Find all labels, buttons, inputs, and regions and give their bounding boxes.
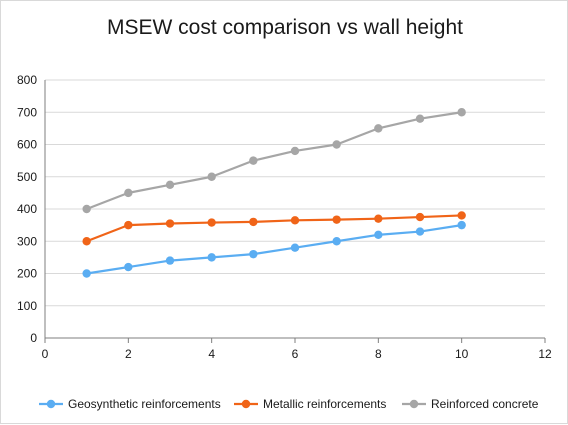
data-point	[290, 243, 300, 252]
data-point	[457, 220, 466, 230]
chart-title: MSEW cost comparison vs wall height	[107, 16, 463, 39]
series-points	[82, 108, 466, 278]
y-tick-label: 700	[17, 105, 37, 119]
data-point	[415, 227, 425, 236]
data-point	[249, 156, 258, 165]
y-tick-label: 100	[17, 299, 37, 313]
data-point	[124, 262, 133, 272]
data-point	[332, 215, 341, 224]
y-tick-label: 500	[17, 170, 37, 184]
data-point	[207, 253, 216, 262]
data-point	[207, 172, 216, 181]
y-tick-label: 800	[17, 73, 37, 87]
x-tick-label: 2	[125, 347, 132, 361]
data-point	[165, 256, 175, 265]
legend-marker-1	[241, 399, 251, 409]
data-point	[415, 212, 425, 222]
y-tick-label: 600	[17, 138, 37, 152]
y-tick-label: 0	[30, 331, 37, 345]
grid-lines	[45, 79, 545, 307]
data-point	[82, 204, 91, 214]
data-point	[290, 146, 300, 156]
data-point	[165, 180, 175, 190]
data-point	[249, 217, 258, 227]
y-tick-label: 300	[17, 234, 37, 248]
data-point	[374, 124, 383, 133]
legend-marker-2	[409, 399, 419, 409]
data-point	[124, 188, 133, 198]
y-tick-label: 400	[17, 202, 37, 216]
legend-label: Metallic reinforcements	[263, 397, 386, 411]
series-lines	[86, 111, 462, 275]
legend-label: Geosynthetic reinforcements	[68, 397, 221, 411]
data-point	[290, 216, 300, 225]
series-line-0	[86, 224, 462, 275]
y-tick-label: 200	[17, 267, 37, 281]
data-point	[82, 269, 91, 278]
legend-label: Reinforced concrete	[431, 397, 539, 411]
y-axis-ticks: 0 100 200 300 400 500 600 700 800	[17, 73, 37, 345]
data-point	[82, 237, 91, 246]
data-point	[332, 237, 341, 246]
x-tick-label: 6	[292, 347, 299, 361]
data-point	[374, 230, 383, 239]
x-tick-label: 12	[538, 347, 552, 361]
x-tick-label: 8	[375, 347, 382, 361]
x-tick-label: 0	[42, 347, 49, 361]
data-point	[457, 108, 466, 117]
x-tick-label: 4	[208, 347, 215, 361]
legend-marker-0	[46, 399, 56, 409]
data-point	[457, 211, 466, 220]
data-point	[249, 249, 258, 259]
x-tick-label: 10	[455, 347, 469, 361]
series-line-2	[86, 111, 462, 211]
data-point	[124, 220, 133, 230]
data-point	[207, 218, 216, 227]
data-point	[415, 114, 425, 123]
data-point	[374, 214, 383, 223]
x-axis-ticks: 0 2 4 6 8 10 12	[42, 338, 552, 361]
series-line-1	[86, 214, 462, 243]
data-point	[165, 219, 175, 228]
data-point	[332, 140, 341, 149]
legend: Geosynthetic reinforcements Metallic rein…	[39, 397, 539, 411]
